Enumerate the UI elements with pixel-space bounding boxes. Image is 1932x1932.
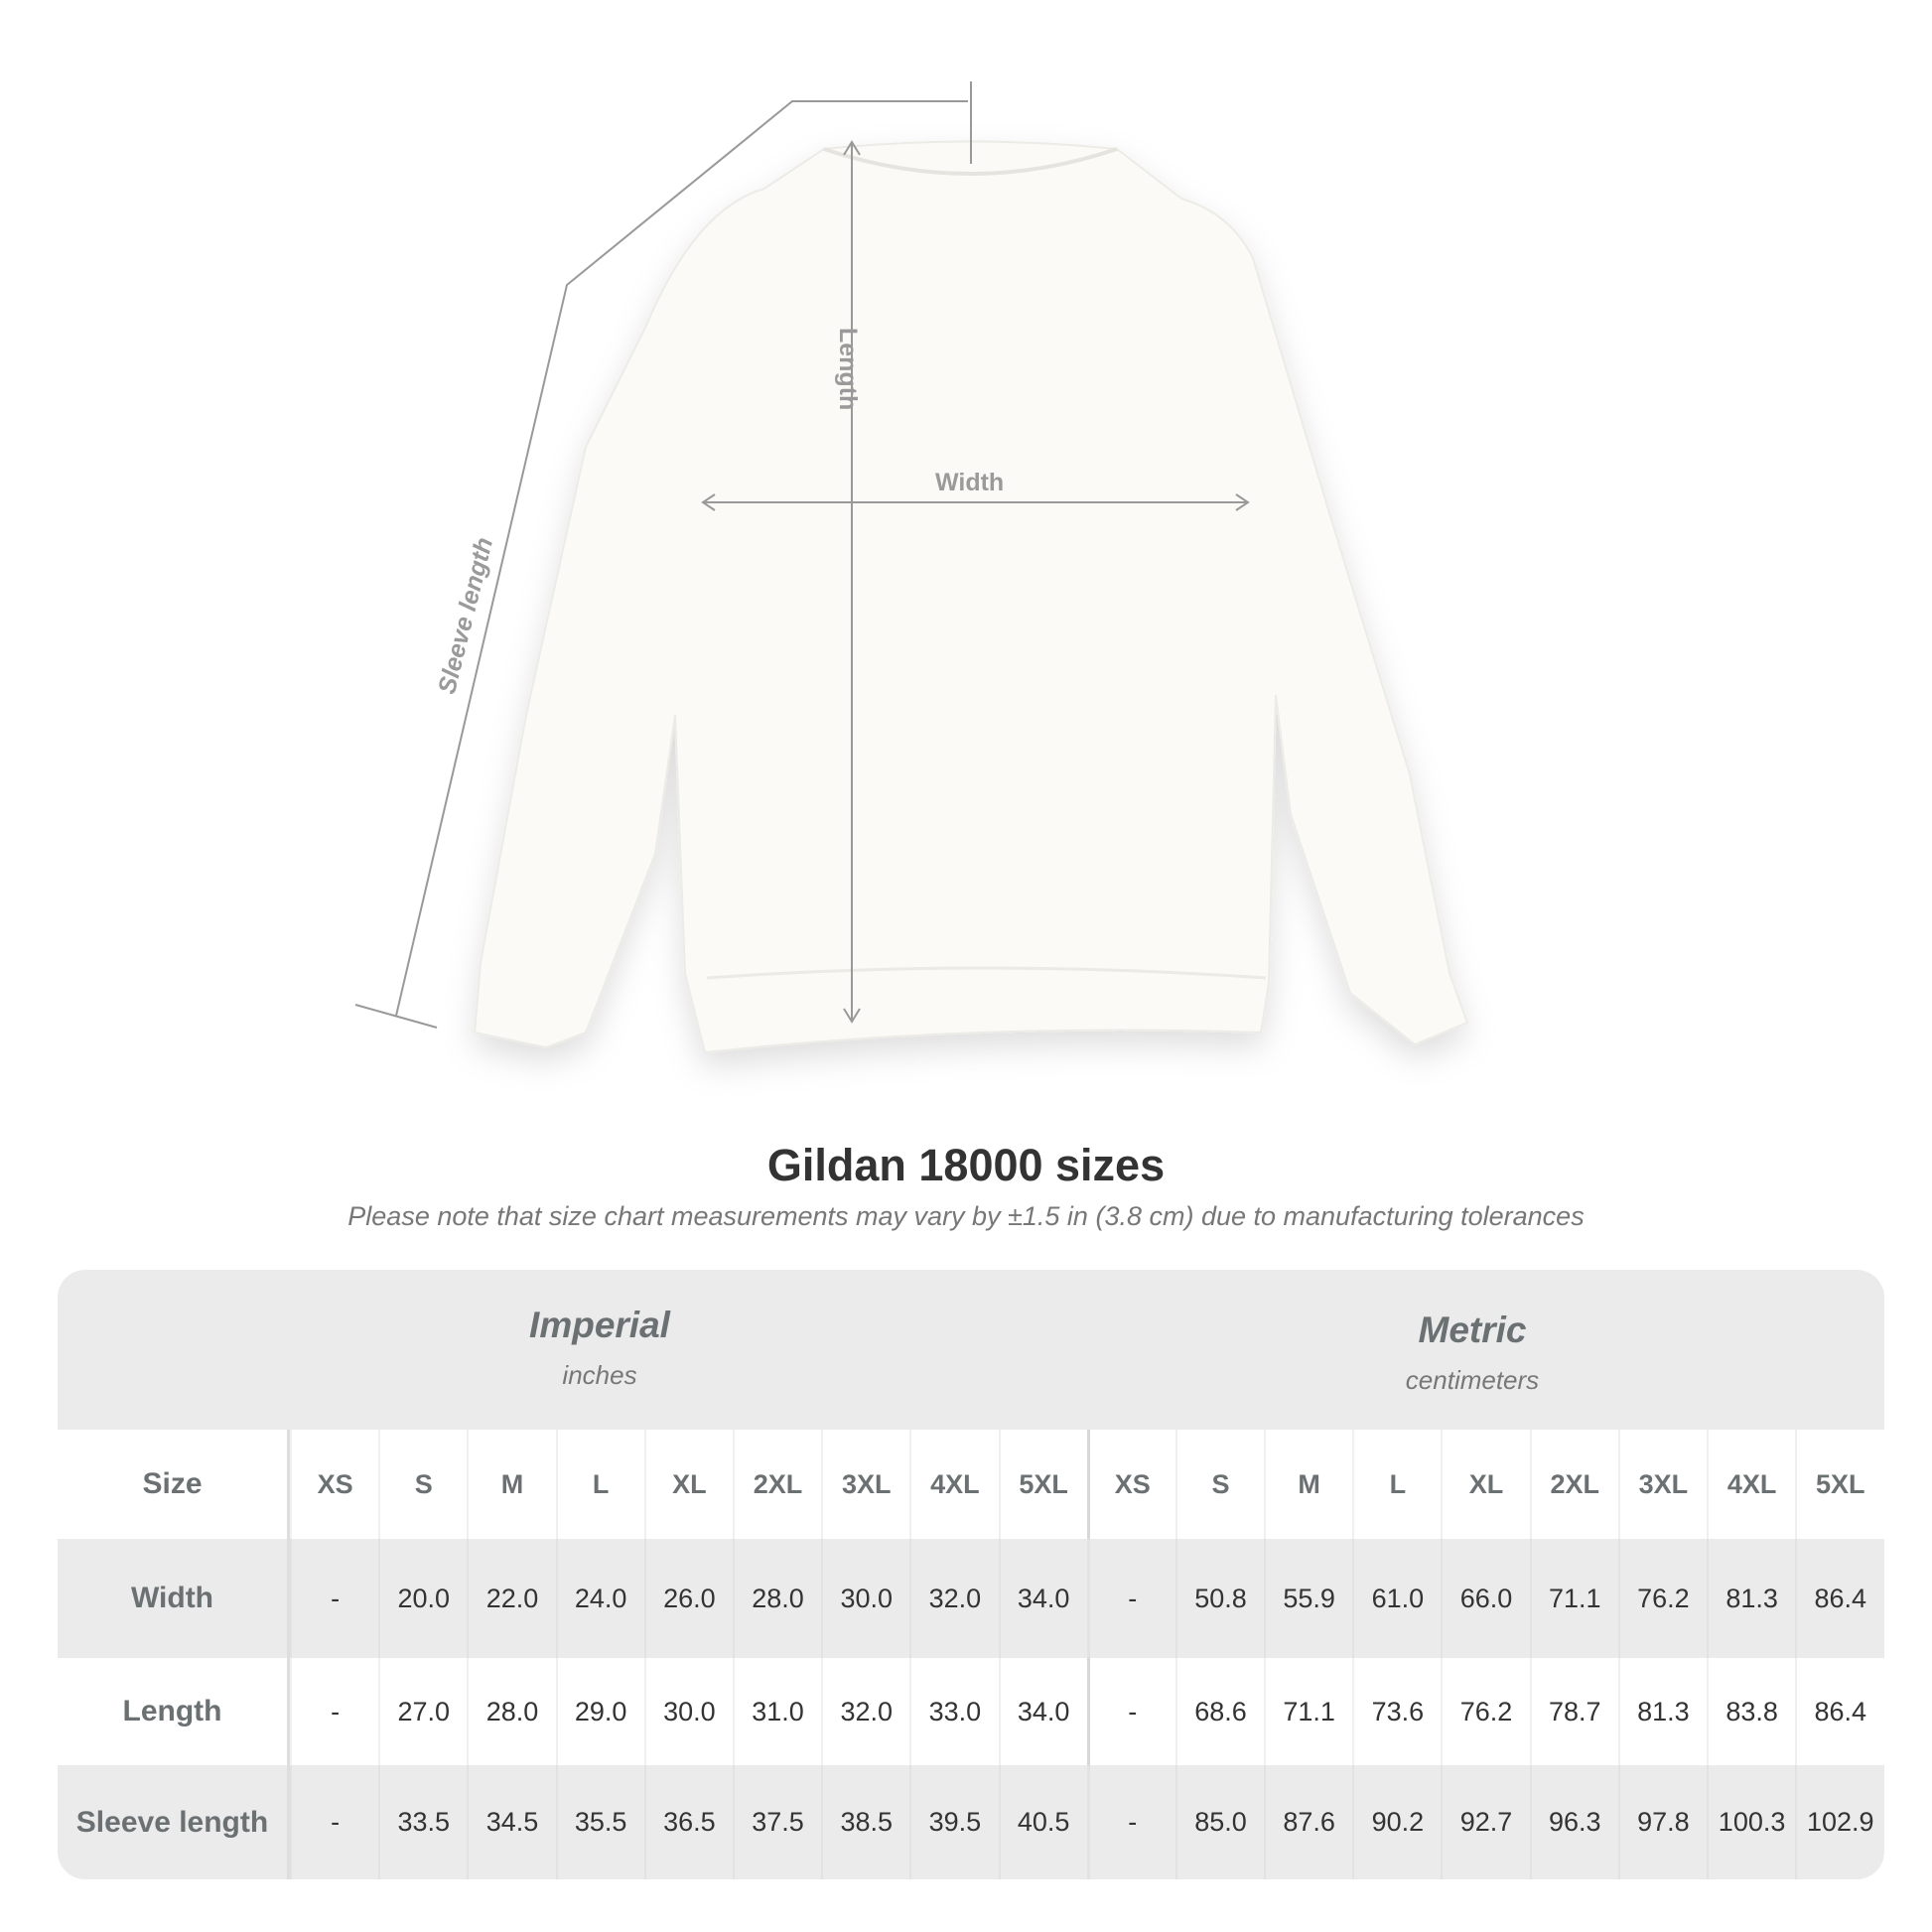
sweatshirt-diagram <box>354 81 1469 1054</box>
length-label: Length <box>834 328 862 411</box>
size-header-cell: XS <box>290 1430 378 1539</box>
table-cell: 24.0 <box>555 1539 644 1658</box>
table-cell: 30.0 <box>643 1658 733 1765</box>
table-row-sleeve-length: Sleeve length -33.5 34.5 35.5 36.5 37.5 38.5 39… <box>58 1765 1884 1879</box>
table-cell: 38.5 <box>821 1765 909 1879</box>
tolerance-note: Please note that size chart measurements… <box>347 1201 1585 1231</box>
table-cell: 92.7 <box>1441 1765 1529 1879</box>
table-cell: 68.6 <box>1174 1658 1264 1765</box>
table-cell: 102.9 <box>1795 1765 1883 1879</box>
table-cell: 78.7 <box>1529 1658 1618 1765</box>
table-cell: 28.0 <box>732 1539 821 1658</box>
table-cell: 36.5 <box>643 1765 733 1879</box>
table-cell: 33.5 <box>378 1765 467 1879</box>
size-header-cell: 3XL <box>821 1430 909 1539</box>
table-cell: 32.0 <box>909 1539 998 1658</box>
table-cell: 76.2 <box>1617 1539 1707 1658</box>
table-cell: - <box>290 1539 378 1658</box>
table-cell: - <box>1086 1765 1175 1879</box>
table-cell: 34.5 <box>467 1765 555 1879</box>
width-label: Width <box>935 469 1005 496</box>
table-cell: 100.3 <box>1707 1765 1795 1879</box>
table-cell: 97.8 <box>1617 1765 1707 1879</box>
table-cell: - <box>290 1658 378 1765</box>
table-cell: 96.3 <box>1529 1765 1618 1879</box>
row-label: Size <box>58 1430 290 1539</box>
table-cell: 90.2 <box>1352 1765 1441 1879</box>
table-cell: 31.0 <box>732 1658 821 1765</box>
size-header-cell: S <box>1174 1430 1264 1539</box>
size-header-cell: M <box>1264 1430 1352 1539</box>
table-cell: 73.6 <box>1352 1658 1441 1765</box>
size-header-cell: 5XL <box>1795 1430 1883 1539</box>
measure-lines <box>354 81 1250 1029</box>
table-cell: 28.0 <box>467 1658 555 1765</box>
table-cell: 37.5 <box>732 1765 821 1879</box>
table-cell: 86.4 <box>1795 1539 1883 1658</box>
table-cell: 81.3 <box>1617 1658 1707 1765</box>
row-label: Width <box>58 1539 290 1658</box>
table-cell: 39.5 <box>909 1765 998 1879</box>
table-cell: - <box>1086 1658 1175 1765</box>
table-cell: 66.0 <box>1441 1539 1529 1658</box>
size-header-cell: 3XL <box>1617 1430 1707 1539</box>
table-cell: 29.0 <box>555 1658 644 1765</box>
size-header-cell: XS <box>1086 1430 1175 1539</box>
table-cell: 81.3 <box>1707 1539 1795 1658</box>
size-header-cell: L <box>1352 1430 1441 1539</box>
table-header-band: Imperial inches Metric centimeters <box>58 1270 1884 1430</box>
metric-header: Metric centimeters <box>1405 1310 1540 1395</box>
size-table: Imperial inches Metric centimeters Size XS S… <box>58 1270 1884 1879</box>
table-cell: 22.0 <box>467 1539 555 1658</box>
size-header-cell: XL <box>1441 1430 1529 1539</box>
size-header-cell: S <box>378 1430 467 1539</box>
size-header-cell: M <box>467 1430 555 1539</box>
table-cell: 40.5 <box>998 1765 1087 1879</box>
table-cell: 83.8 <box>1707 1658 1795 1765</box>
table-cell: 20.0 <box>378 1539 467 1658</box>
table-cell: 30.0 <box>821 1539 909 1658</box>
table-cell: 27.0 <box>378 1658 467 1765</box>
table-row-width: Width -20.0 22.0 24.0 26.0 28.0 30.0 32.0 34.0-5… <box>58 1539 1884 1658</box>
table-cell: 34.0 <box>998 1539 1087 1658</box>
table-cell: 33.0 <box>909 1658 998 1765</box>
table-cell: 26.0 <box>643 1539 733 1658</box>
imperial-header: Imperial inches <box>529 1305 670 1390</box>
size-header-cell: 4XL <box>1707 1430 1795 1539</box>
row-label: Length <box>58 1658 290 1765</box>
table-row-length: Length -27.0 28.0 29.0 30.0 31.0 32.0 33.0 34.0-… <box>58 1658 1884 1765</box>
table-cell: 85.0 <box>1174 1765 1264 1879</box>
size-header-cell: 5XL <box>998 1430 1087 1539</box>
table-row-size: Size XS S M L XL 2XL 3XL 4XL 5XL XS S M L XL 2XL 3XL 4XL 5… <box>58 1430 1884 1539</box>
table-cell: 55.9 <box>1264 1539 1352 1658</box>
table-cell: 61.0 <box>1352 1539 1441 1658</box>
size-header-cell: 4XL <box>909 1430 998 1539</box>
size-header-cell: 2XL <box>1529 1430 1618 1539</box>
table-cell: 34.0 <box>998 1658 1087 1765</box>
table-cell: 32.0 <box>821 1658 909 1765</box>
size-header-cell: 2XL <box>732 1430 821 1539</box>
table-cell: - <box>290 1765 378 1879</box>
table-cell: 50.8 <box>1174 1539 1264 1658</box>
size-header-cell: L <box>555 1430 644 1539</box>
table-cell: 87.6 <box>1264 1765 1352 1879</box>
table-cell: 71.1 <box>1529 1539 1618 1658</box>
row-label: Sleeve length <box>58 1765 290 1879</box>
size-header-cell: XL <box>643 1430 733 1539</box>
table-cell: 71.1 <box>1264 1658 1352 1765</box>
page-title: Gildan 18000 sizes <box>766 1140 1166 1190</box>
table-cell: 35.5 <box>555 1765 644 1879</box>
table-cell: - <box>1086 1539 1175 1658</box>
sweatshirt-image <box>473 140 1469 1054</box>
table-cell: 86.4 <box>1795 1658 1883 1765</box>
table-cell: 76.2 <box>1441 1658 1529 1765</box>
